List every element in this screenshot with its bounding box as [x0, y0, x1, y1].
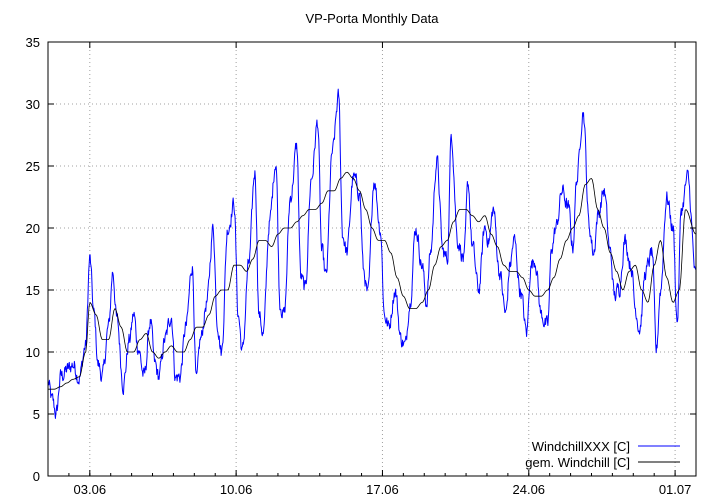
- x-tick-label: 10.06: [220, 482, 253, 497]
- x-tick-label: 01.07: [659, 482, 692, 497]
- ticks-layer: 0 5 10 15 20 25 30 35 03.06 10.06 17.06 24.06 01.07: [26, 35, 697, 497]
- y-tick-label: 10: [26, 345, 40, 360]
- chart-title: VP-Porta Monthly Data: [306, 11, 440, 26]
- grid-layer: [48, 42, 696, 476]
- x-tick-label: 03.06: [74, 482, 107, 497]
- legend-label-gem-windchill: gem. Windchill [C]: [525, 455, 630, 470]
- legend: WindchillXXX [C] gem. Windchill [C]: [525, 439, 680, 470]
- y-tick-label: 25: [26, 159, 40, 174]
- plot-frame: [47, 41, 697, 477]
- legend-label-windchillxxx: WindchillXXX [C]: [532, 439, 630, 454]
- y-tick-label: 0: [33, 469, 40, 484]
- series-line-gem-windchill: [48, 171, 697, 390]
- series-line-windchillxxx: [47, 88, 697, 419]
- series-layer: [47, 88, 697, 419]
- x-tick-label: 24.06: [513, 482, 546, 497]
- y-tick-label: 30: [26, 97, 40, 112]
- y-tick-label: 35: [26, 35, 40, 50]
- y-tick-label: 20: [26, 221, 40, 236]
- x-tick-label: 17.06: [366, 482, 399, 497]
- y-tick-label: 15: [26, 283, 40, 298]
- y-tick-label: 5: [33, 407, 40, 422]
